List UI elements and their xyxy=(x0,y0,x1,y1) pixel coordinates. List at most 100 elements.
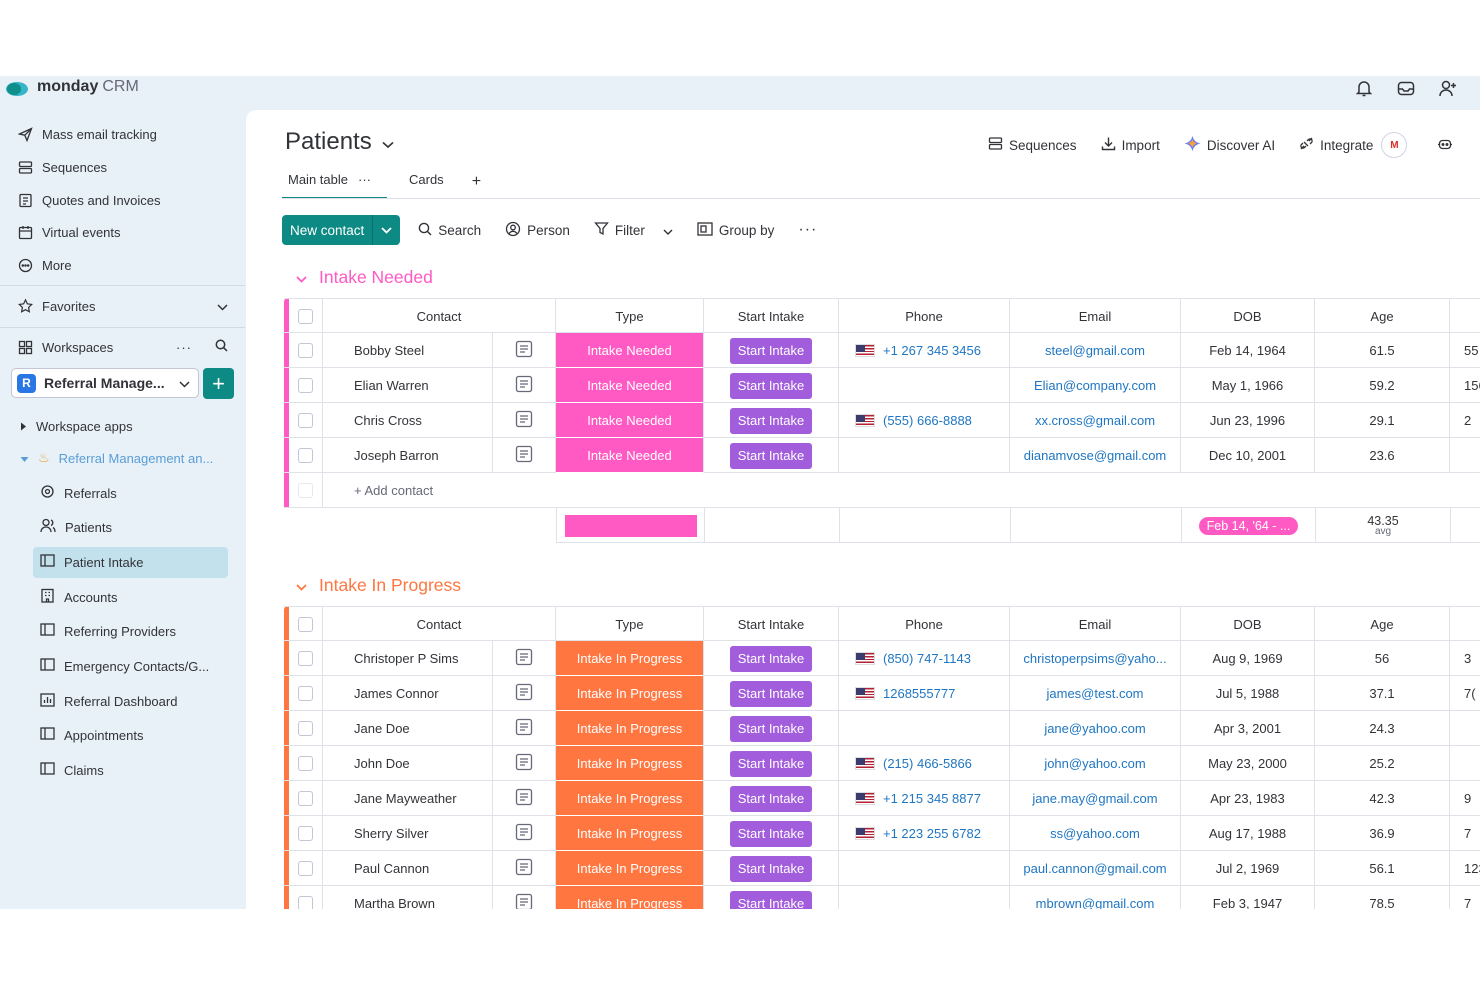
sidebar-favorites[interactable]: Favorites xyxy=(18,294,228,318)
sidebar-item-more[interactable]: More xyxy=(18,253,72,277)
email-link[interactable]: jane.may@gmail.com xyxy=(1032,791,1158,806)
chevron-down-icon[interactable] xyxy=(382,128,394,156)
row-checkbox[interactable] xyxy=(298,448,313,463)
phone-link[interactable]: (215) 466-5866 xyxy=(883,756,972,771)
start-intake-button[interactable]: Start Intake xyxy=(729,442,813,469)
item-updates-icon[interactable] xyxy=(515,410,533,431)
item-updates-icon[interactable] xyxy=(515,340,533,361)
inbox-icon[interactable] xyxy=(1396,78,1416,98)
contact-name[interactable]: Martha Brown xyxy=(354,896,435,909)
sidebar-workspace-apps[interactable]: Workspace apps xyxy=(20,414,133,438)
email-link[interactable]: paul.cannon@gmail.com xyxy=(1023,861,1167,876)
status-cell[interactable]: Intake Needed xyxy=(556,368,704,403)
select-all-checkbox[interactable] xyxy=(298,309,313,324)
column-header-dob[interactable]: DOB xyxy=(1233,617,1262,632)
sidebar-workspaces[interactable]: Workspaces ··· xyxy=(18,335,228,359)
contact-name[interactable]: Christoper P Sims xyxy=(354,651,459,666)
status-cell[interactable]: Intake In Progress xyxy=(556,676,704,711)
start-intake-button[interactable]: Start Intake xyxy=(729,750,813,777)
sidebar-item-patients[interactable]: Patients xyxy=(40,515,112,539)
table-row[interactable]: John Doe Intake In Progress Start Intake (2… xyxy=(284,746,1480,781)
contact-name[interactable]: Sherry Silver xyxy=(354,826,429,841)
item-updates-icon[interactable] xyxy=(515,683,533,704)
email-link[interactable]: christoperpsims@yaho... xyxy=(1023,651,1167,666)
workspaces-more-icon[interactable]: ··· xyxy=(176,339,192,355)
integrate-button[interactable]: Integrate xyxy=(1299,136,1373,154)
start-intake-button[interactable]: Start Intake xyxy=(729,645,813,672)
item-updates-icon[interactable] xyxy=(515,893,533,909)
select-all-checkbox[interactable] xyxy=(298,617,313,632)
chevron-down-icon[interactable] xyxy=(217,299,228,314)
start-intake-button[interactable]: Start Intake xyxy=(729,785,813,812)
table-row[interactable]: Paul Cannon Intake In Progress Start Intak… xyxy=(284,851,1480,886)
group-header-intake-in-progress[interactable]: Intake In Progress xyxy=(296,575,461,596)
column-header-start[interactable]: Start Intake xyxy=(737,617,805,632)
email-link[interactable]: james@test.com xyxy=(1046,686,1144,701)
status-cell[interactable]: Intake Needed xyxy=(556,438,704,473)
sidebar-item-referring-providers[interactable]: Referring Providers xyxy=(40,619,176,643)
email-link[interactable]: dianamvose@gmail.com xyxy=(1023,448,1167,463)
start-intake-button[interactable]: Start Intake xyxy=(729,407,813,434)
status-cell[interactable]: Intake Needed xyxy=(556,403,704,438)
chevron-down-icon[interactable] xyxy=(663,223,673,238)
email-link[interactable]: mbrown@gmail.com xyxy=(1035,896,1155,909)
phone-link[interactable]: (555) 666-8888 xyxy=(883,413,972,428)
row-checkbox[interactable] xyxy=(298,791,313,806)
sequences-button[interactable]: Sequences xyxy=(988,136,1077,154)
status-summary-bar[interactable] xyxy=(564,514,697,537)
add-contact-row[interactable]: + Add contact xyxy=(284,473,1480,508)
phone-link[interactable]: +1 267 345 3456 xyxy=(883,343,981,358)
person-filter-button[interactable]: Person xyxy=(505,221,570,240)
column-header-contact[interactable]: Contact xyxy=(416,617,462,632)
sidebar-item-virtual-events[interactable]: Virtual events xyxy=(18,220,121,244)
table-row[interactable]: Jane Mayweather Intake In Progress Start I… xyxy=(284,781,1480,816)
group-header-intake-needed[interactable]: Intake Needed xyxy=(296,267,433,288)
bell-icon[interactable] xyxy=(1354,78,1374,98)
row-checkbox[interactable] xyxy=(298,861,313,876)
table-row[interactable]: Chris Cross Intake Needed Start Intake (555… xyxy=(284,403,1480,438)
column-header-contact[interactable]: Contact xyxy=(416,309,462,324)
sidebar-item-appointments[interactable]: Appointments xyxy=(40,723,144,747)
contact-name[interactable]: Elian Warren xyxy=(354,378,429,393)
start-intake-button[interactable]: Start Intake xyxy=(729,680,813,707)
item-updates-icon[interactable] xyxy=(515,788,533,809)
item-updates-icon[interactable] xyxy=(515,375,533,396)
phone-link[interactable]: +1 223 255 6782 xyxy=(883,826,981,841)
row-checkbox[interactable] xyxy=(298,343,313,358)
row-checkbox[interactable] xyxy=(298,651,313,666)
sidebar-item-mass-email-tracking[interactable]: Mass email tracking xyxy=(18,122,157,146)
row-checkbox[interactable] xyxy=(298,721,313,736)
table-row[interactable]: Martha Brown Intake In Progress Start Inta… xyxy=(284,886,1480,909)
search-button[interactable]: Search xyxy=(418,222,481,239)
robot-automation-icon[interactable] xyxy=(1437,137,1453,154)
column-header-dob[interactable]: DOB xyxy=(1233,309,1262,324)
item-updates-icon[interactable] xyxy=(515,718,533,739)
email-link[interactable]: john@yahoo.com xyxy=(1044,756,1146,771)
phone-link[interactable]: (850) 747-1143 xyxy=(883,651,971,666)
status-cell[interactable]: Intake In Progress xyxy=(556,746,704,781)
start-intake-button[interactable]: Start Intake xyxy=(729,337,813,364)
status-cell[interactable]: Intake Needed xyxy=(556,333,704,368)
table-row[interactable]: Bobby Steel Intake Needed Start Intake +1 2… xyxy=(284,333,1480,368)
table-row[interactable]: Joseph Barron Intake Needed Start Intake di… xyxy=(284,438,1480,473)
column-header-email[interactable]: Email xyxy=(1078,617,1112,632)
email-link[interactable]: ss@yahoo.com xyxy=(1050,826,1140,841)
column-header-type[interactable]: Type xyxy=(615,309,644,324)
new-contact-button[interactable]: New contact xyxy=(282,215,401,245)
email-link[interactable]: steel@gmail.com xyxy=(1045,343,1145,358)
contact-name[interactable]: Jane Doe xyxy=(354,721,410,736)
filter-button[interactable]: Filter xyxy=(593,221,673,239)
group-by-button[interactable]: Group by xyxy=(697,221,774,239)
row-checkbox[interactable] xyxy=(298,413,313,428)
row-checkbox[interactable] xyxy=(298,756,313,771)
sidebar-item-sequences[interactable]: Sequences xyxy=(18,155,107,179)
phone-link[interactable]: +1 215 345 8877 xyxy=(883,791,981,806)
contact-name[interactable]: Joseph Barron xyxy=(354,448,439,463)
sidebar-folder-referral[interactable]: ♨ Referral Management an... xyxy=(20,446,213,470)
item-updates-icon[interactable] xyxy=(515,648,533,669)
sidebar-item-emergency-contacts[interactable]: Emergency Contacts/G... xyxy=(40,654,209,678)
contact-name[interactable]: Bobby Steel xyxy=(354,343,425,358)
more-actions-icon[interactable]: ··· xyxy=(798,221,818,238)
add-workspace-item-button[interactable]: + xyxy=(203,368,234,399)
sidebar-item-claims[interactable]: Claims xyxy=(40,758,104,782)
